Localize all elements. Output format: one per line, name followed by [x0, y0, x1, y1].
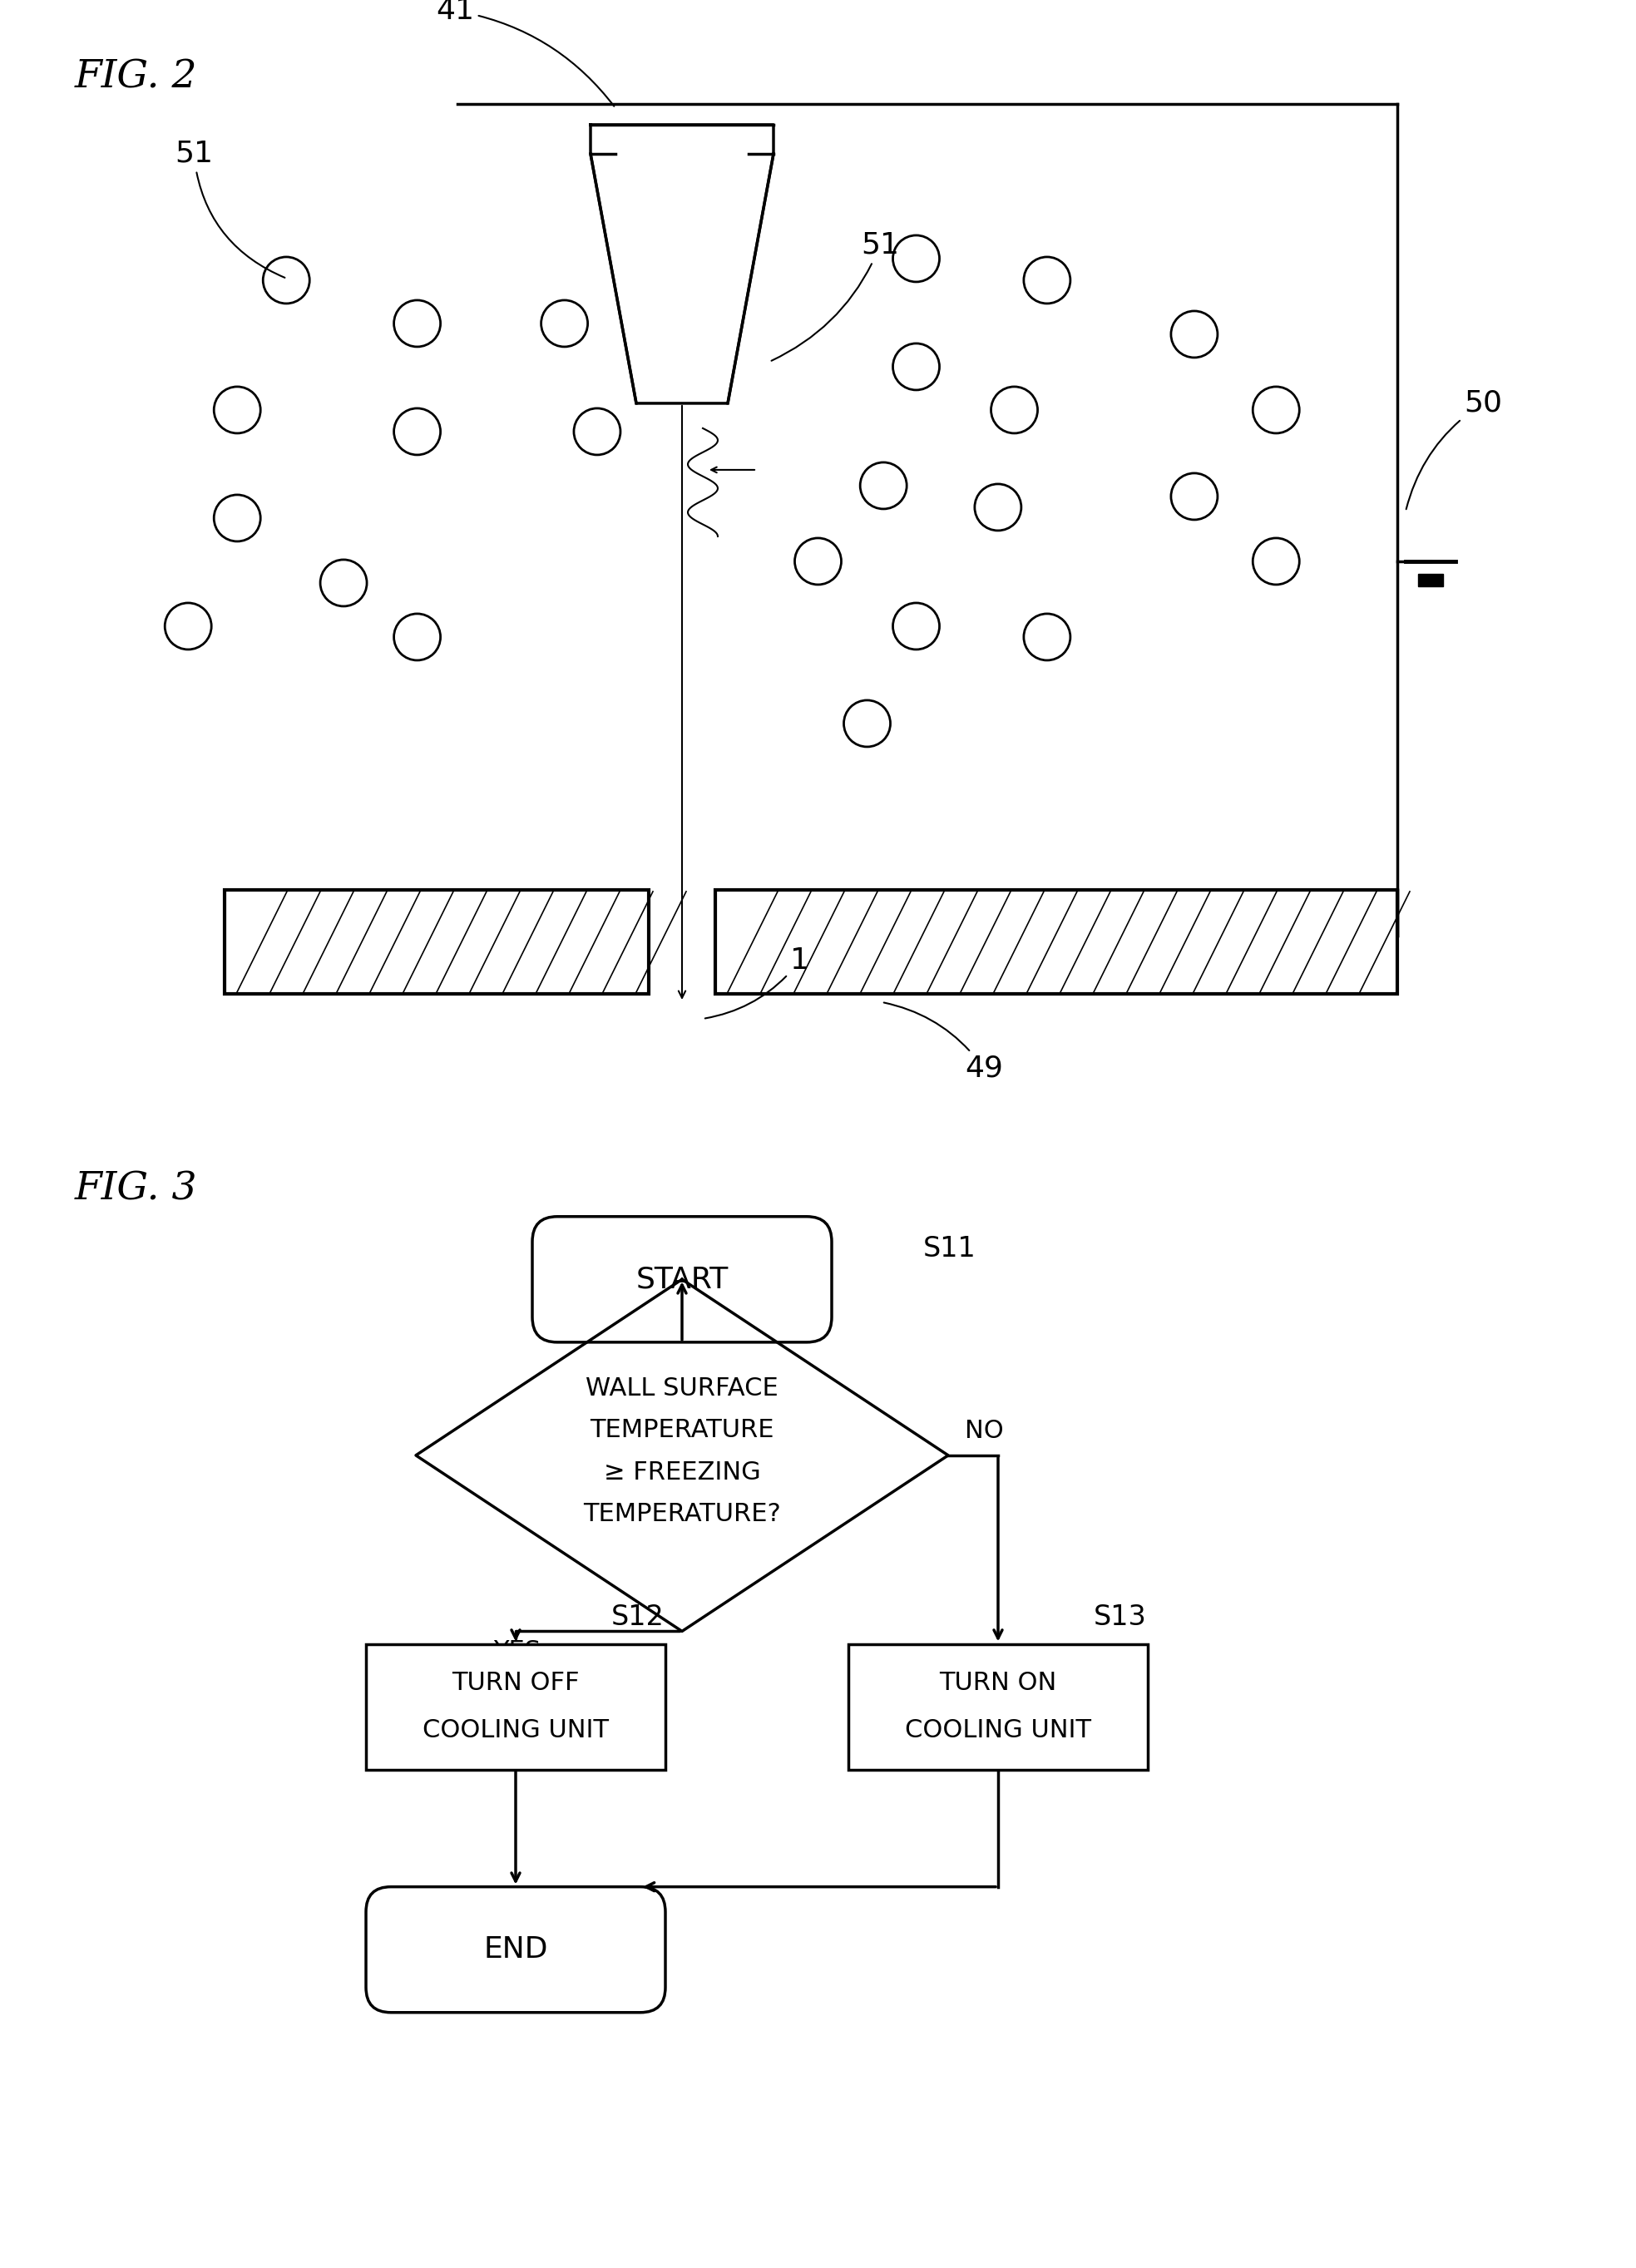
Text: COOLING UNIT: COOLING UNIT: [422, 1719, 609, 1742]
Text: YES: YES: [492, 1640, 540, 1665]
FancyBboxPatch shape: [532, 1216, 831, 1343]
Text: 51: 51: [772, 231, 900, 361]
Text: 41: 41: [435, 0, 614, 107]
Bar: [715, 889, 1397, 993]
Text: COOLING UNIT: COOLING UNIT: [905, 1719, 1091, 1742]
Text: FIG. 3: FIG. 3: [75, 1170, 198, 1209]
Text: 1: 1: [705, 946, 810, 1018]
Polygon shape: [416, 1279, 949, 1631]
Text: WALL SURFACE: WALL SURFACE: [586, 1377, 779, 1399]
Text: TEMPERATURE: TEMPERATURE: [591, 1418, 774, 1442]
Text: S13: S13: [1094, 1603, 1147, 1631]
Text: TURN ON: TURN ON: [939, 1672, 1057, 1694]
Text: 50: 50: [1407, 390, 1502, 510]
Text: END: END: [484, 1935, 548, 1964]
Text: NO: NO: [965, 1420, 1003, 1442]
Text: 49: 49: [883, 1002, 1003, 1082]
Text: ≥ FREEZING: ≥ FREEZING: [604, 1461, 761, 1483]
Bar: [366, 1644, 666, 1769]
Text: S12: S12: [612, 1603, 664, 1631]
Polygon shape: [1418, 574, 1443, 587]
Polygon shape: [591, 125, 774, 404]
Text: S11: S11: [923, 1236, 977, 1263]
Text: TURN OFF: TURN OFF: [452, 1672, 579, 1694]
Text: START: START: [636, 1266, 728, 1293]
Bar: [849, 1644, 1148, 1769]
Text: TEMPERATURE?: TEMPERATURE?: [582, 1501, 780, 1526]
Text: 51: 51: [175, 141, 285, 277]
Bar: [224, 889, 649, 993]
FancyBboxPatch shape: [366, 1887, 666, 2012]
Text: FIG. 2: FIG. 2: [75, 59, 198, 95]
